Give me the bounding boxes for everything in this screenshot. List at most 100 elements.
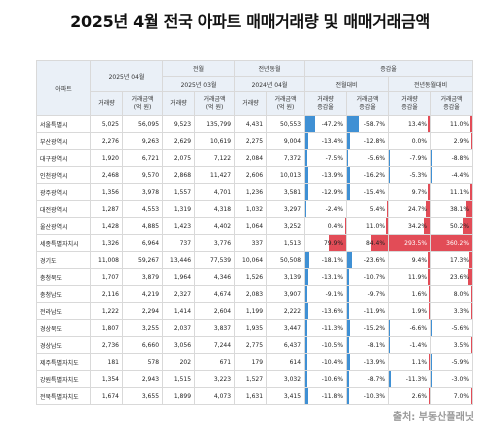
change-rate-cell: -18.1%	[304, 251, 348, 269]
change-rate-value: -15.2%	[363, 324, 386, 332]
change-rate-value: -12.9%	[321, 188, 344, 196]
volume-header: 거래량	[234, 91, 268, 116]
change-rate-cell: -6.6%	[388, 319, 432, 337]
change-rate-value: -9.7%	[367, 290, 386, 298]
negative-data-bar	[389, 371, 392, 387]
positive-data-bar	[429, 354, 430, 370]
prev-year-amount-cell: 3,907	[266, 285, 306, 303]
amount-cell: 3,879	[121, 268, 164, 286]
change-rate-cell: 3.3%	[430, 302, 474, 320]
amount-header: 거래금액 (억 원)	[266, 91, 306, 116]
negative-data-bar	[305, 286, 308, 302]
volume-rate-header: 거래량 증감율	[388, 91, 432, 116]
change-rate-value: 11.9%	[407, 273, 428, 281]
region-cell: 제주특별자치도	[36, 353, 91, 371]
prev-month-volume-cell: 1,414	[162, 302, 196, 320]
change-rate-cell: -15.2%	[346, 319, 390, 337]
region-cell: 울산광역시	[36, 217, 91, 235]
change-rate-cell: -16.2%	[346, 166, 390, 184]
prev-year-month-header: 전년동월	[234, 60, 306, 77]
prev-month-volume-cell: 3,056	[162, 336, 196, 354]
table-header: 아파트 2025년 04월 전월 전년동월 증감율 2025년 03월 2024…	[36, 60, 474, 116]
change-rate-cell: 0.0%	[388, 132, 432, 150]
negative-data-bar	[389, 320, 391, 336]
change-rate-cell: -10.4%	[304, 353, 348, 371]
prev-year-amount-cell: 3,252	[266, 217, 306, 235]
change-rate-cell: -8.8%	[430, 149, 474, 167]
positive-data-bar	[424, 218, 430, 234]
change-rate-cell: 13.4%	[388, 115, 432, 133]
region-cell: 경기도	[36, 251, 91, 269]
change-rate-value: -16.2%	[363, 171, 386, 179]
change-rate-value: -4.4%	[451, 171, 470, 179]
change-rate-value: 3.5%	[453, 341, 470, 349]
prev-month-volume-cell: 2,327	[162, 285, 196, 303]
volume-rate-header: 거래량 증감율	[304, 91, 348, 116]
prev-year-amount-cell: 3,581	[266, 183, 306, 201]
volume-cell: 2,276	[90, 132, 123, 150]
prev-month-amount-cell: 11,427	[194, 166, 236, 184]
change-rate-cell: 7.0%	[430, 387, 474, 405]
prev-year-amount-cell: 50,508	[266, 251, 306, 269]
prev-year-amount-cell: 50,553	[266, 115, 306, 133]
region-cell: 대전광역시	[36, 200, 91, 218]
change-rate-cell: 1.6%	[388, 285, 432, 303]
amount-cell: 56,095	[121, 115, 164, 133]
prev-month-amount-cell: 3,837	[194, 319, 236, 337]
negative-data-bar	[347, 269, 350, 285]
negative-data-bar	[347, 133, 351, 149]
amount-rate-header: 거래금액 증감율	[346, 91, 390, 116]
prev-month-amount-cell: 4,073	[194, 387, 236, 405]
prev-year-volume-cell: 337	[234, 234, 268, 252]
change-rate-cell: 360.2%	[430, 234, 474, 252]
change-rate-cell: -11.9%	[346, 302, 390, 320]
negative-data-bar	[347, 303, 350, 319]
prev-year-volume-cell: 2,606	[234, 166, 268, 184]
change-rate-cell: -11.8%	[304, 387, 348, 405]
change-rate-cell: 11.0%	[430, 115, 474, 133]
prev-month-amount-cell: 4,318	[194, 200, 236, 218]
amount-rate-header: 거래금액 증감율	[430, 91, 474, 116]
change-rate-cell: 3.5%	[430, 336, 474, 354]
prev-year-volume-cell: 1,199	[234, 302, 268, 320]
volume-cell: 1,287	[90, 200, 123, 218]
prev-month-volume-cell: 2,868	[162, 166, 196, 184]
prev-year-amount-cell: 3,415	[266, 387, 306, 405]
amount-cell: 3,655	[121, 387, 164, 405]
prev-month-volume-cell: 9,523	[162, 115, 196, 133]
change-rate-value: 17.3%	[449, 256, 470, 264]
amount-cell: 3,255	[121, 319, 164, 337]
negative-data-bar	[347, 388, 350, 404]
volume-cell: 181	[90, 353, 123, 371]
change-rate-header: 증감율	[304, 60, 474, 77]
change-rate-cell: -10.7%	[346, 268, 390, 286]
table-row: 경상북도 1,807 3,255 2,037 3,837 1,935 3,447 -11.3%…	[36, 319, 474, 337]
change-rate-cell: -13.9%	[304, 166, 348, 184]
change-rate-cell: -8.1%	[346, 336, 390, 354]
change-rate-value: -15.4%	[363, 188, 386, 196]
negative-data-bar	[389, 150, 391, 166]
change-rate-cell: -10.6%	[304, 370, 348, 388]
change-rate-value: -10.5%	[321, 341, 344, 349]
region-cell: 충청남도	[36, 285, 91, 303]
change-rate-value: -6.6%	[409, 324, 428, 332]
negative-data-bar	[389, 167, 391, 183]
vs-prev-month-header: 전월대비	[304, 76, 390, 92]
table-row: 제주특별자치도 181 578 202 671 179 614 -10.4% -13.9% 1.1…	[36, 353, 474, 371]
change-rate-cell: 2.9%	[430, 132, 474, 150]
change-rate-value: -5.6%	[451, 324, 470, 332]
negative-data-bar	[305, 184, 309, 200]
prev-month-amount-cell: 3,776	[194, 234, 236, 252]
change-rate-cell: 38.1%	[430, 200, 474, 218]
change-rate-value: 50.2%	[449, 222, 470, 230]
prev-month-amount-cell: 4,674	[194, 285, 236, 303]
prev-year-volume-cell: 1,935	[234, 319, 268, 337]
change-rate-value: 7.0%	[453, 392, 470, 400]
change-rate-value: -1.4%	[409, 341, 428, 349]
change-rate-cell: 8.0%	[430, 285, 474, 303]
amount-cell: 9,263	[121, 132, 164, 150]
change-rate-value: -13.1%	[321, 273, 344, 281]
change-rate-value: -8.8%	[451, 154, 470, 162]
change-rate-cell: 1.1%	[388, 353, 432, 371]
prev-year-volume-cell: 2,775	[234, 336, 268, 354]
